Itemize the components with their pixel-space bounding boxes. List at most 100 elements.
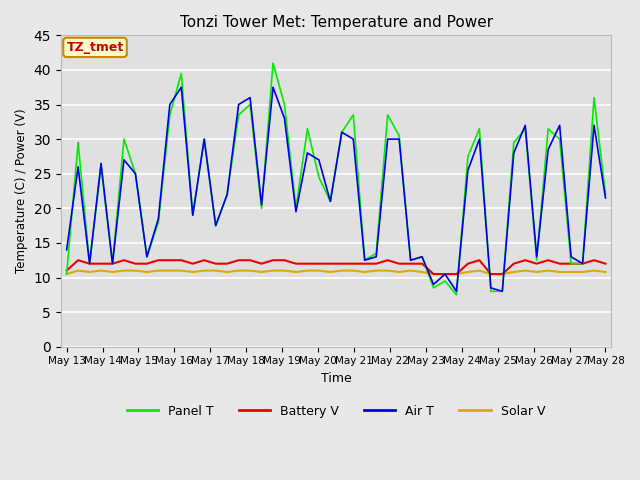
Air T: [109, 261, 116, 266]
Air T: [258, 202, 266, 208]
Battery V: [143, 261, 151, 266]
Panel T: [109, 261, 116, 266]
Air T: [200, 136, 208, 142]
Battery V: [487, 271, 495, 277]
Air T: [429, 282, 437, 288]
Panel T: [235, 112, 243, 118]
Solar V: [384, 268, 392, 274]
Air T: [372, 254, 380, 260]
Air T: [441, 271, 449, 277]
Battery V: [579, 261, 586, 266]
Battery V: [338, 261, 346, 266]
Panel T: [579, 261, 586, 266]
Solar V: [177, 268, 185, 274]
Solar V: [246, 268, 254, 274]
Solar V: [212, 268, 220, 274]
Panel T: [407, 257, 415, 263]
Battery V: [545, 257, 552, 263]
Solar V: [292, 269, 300, 275]
Panel T: [418, 254, 426, 260]
Panel T: [372, 251, 380, 256]
Battery V: [200, 257, 208, 263]
Battery V: [452, 271, 460, 277]
Solar V: [429, 271, 437, 277]
Battery V: [499, 271, 506, 277]
Solar V: [74, 268, 82, 274]
Battery V: [476, 257, 483, 263]
Panel T: [177, 71, 185, 76]
Air T: [63, 247, 70, 252]
Panel T: [292, 205, 300, 211]
Battery V: [212, 261, 220, 266]
Air T: [602, 195, 609, 201]
Air T: [177, 84, 185, 90]
Solar V: [97, 268, 105, 274]
Battery V: [109, 261, 116, 266]
Battery V: [590, 257, 598, 263]
Battery V: [602, 261, 609, 266]
Panel T: [132, 171, 140, 177]
Solar V: [510, 269, 518, 275]
Air T: [143, 254, 151, 260]
Air T: [361, 257, 369, 263]
Air T: [223, 192, 231, 197]
Panel T: [166, 112, 173, 118]
Battery V: [120, 257, 128, 263]
Solar V: [418, 269, 426, 275]
Solar V: [166, 268, 173, 274]
Solar V: [132, 268, 140, 274]
Line: Battery V: Battery V: [67, 260, 605, 274]
Panel T: [223, 192, 231, 197]
Battery V: [326, 261, 334, 266]
Battery V: [154, 257, 162, 263]
Panel T: [303, 126, 311, 132]
Air T: [120, 157, 128, 163]
Solar V: [522, 268, 529, 274]
Panel T: [464, 154, 472, 159]
Battery V: [235, 257, 243, 263]
Battery V: [418, 261, 426, 266]
Panel T: [246, 102, 254, 108]
Panel T: [86, 261, 93, 266]
Air T: [579, 261, 586, 266]
Air T: [280, 116, 288, 121]
Line: Air T: Air T: [67, 87, 605, 291]
Air T: [97, 160, 105, 166]
Battery V: [97, 261, 105, 266]
Solar V: [349, 268, 357, 274]
Solar V: [499, 271, 506, 277]
Solar V: [407, 268, 415, 274]
Air T: [349, 136, 357, 142]
Panel T: [326, 199, 334, 204]
Air T: [303, 150, 311, 156]
Solar V: [556, 269, 563, 275]
Solar V: [396, 269, 403, 275]
Battery V: [522, 257, 529, 263]
Text: TZ_tmet: TZ_tmet: [67, 41, 124, 54]
Panel T: [280, 102, 288, 108]
Panel T: [476, 126, 483, 132]
Panel T: [120, 136, 128, 142]
Battery V: [303, 261, 311, 266]
Battery V: [177, 257, 185, 263]
Air T: [292, 209, 300, 215]
Air T: [510, 150, 518, 156]
Panel T: [487, 288, 495, 294]
Solar V: [189, 269, 196, 275]
Battery V: [166, 257, 173, 263]
Battery V: [86, 261, 93, 266]
Air T: [396, 136, 403, 142]
Panel T: [510, 140, 518, 145]
Panel T: [545, 126, 552, 132]
Solar V: [269, 268, 277, 274]
Panel T: [384, 112, 392, 118]
Panel T: [269, 60, 277, 66]
Battery V: [533, 261, 541, 266]
Solar V: [441, 271, 449, 277]
Solar V: [579, 269, 586, 275]
Panel T: [200, 136, 208, 142]
Air T: [464, 168, 472, 173]
Solar V: [120, 268, 128, 274]
Solar V: [372, 268, 380, 274]
Battery V: [349, 261, 357, 266]
